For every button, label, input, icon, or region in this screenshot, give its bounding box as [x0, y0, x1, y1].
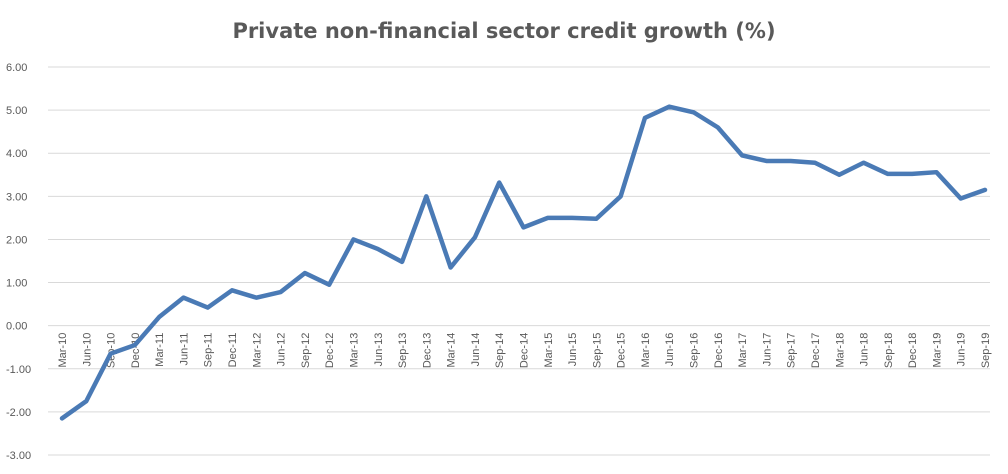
x-tick-label: Jun-14 — [470, 333, 482, 367]
y-tick-label: -2.00 — [6, 407, 31, 419]
x-tick-label: Mar-11 — [154, 333, 166, 367]
y-tick-label: 0.00 — [6, 321, 27, 333]
x-tick-label: Jun-17 — [761, 333, 773, 367]
x-tick-label: Dec-11 — [227, 333, 239, 368]
x-tick-label: Jun-19 — [956, 333, 968, 367]
x-tick-label: Jun-13 — [373, 333, 385, 367]
chart-title: Private non-financial sector credit grow… — [232, 19, 775, 43]
x-tick-label: Mar-13 — [348, 333, 360, 368]
x-tick-label: Sep-19 — [980, 333, 992, 368]
x-tick-label: Jun-11 — [178, 333, 190, 366]
x-tick-label: Dec-14 — [519, 333, 531, 368]
x-tick-label: Sep-16 — [689, 333, 701, 368]
x-tick-label: Mar-17 — [737, 333, 749, 368]
x-tick-label: Jun-12 — [276, 333, 288, 367]
x-tick-label: Mar-18 — [834, 333, 846, 368]
x-tick-label: Jun-16 — [664, 333, 676, 367]
x-tick-label: Sep-18 — [883, 333, 895, 368]
x-tick-label: Jun-15 — [567, 333, 579, 367]
x-axis: Mar-10 Jun-10 Sep-10 Dec-10 Mar-11 Jun-11 Sep-… — [57, 333, 992, 368]
x-tick-label: Mar-10 — [57, 333, 69, 368]
x-tick-label: Mar-12 — [251, 333, 263, 368]
y-tick-label: -1.00 — [6, 364, 31, 376]
y-tick-label: -3.00 — [6, 450, 31, 462]
y-axis: 6.00 5.00 4.00 3.00 2.00 1.00 0.00 -1.00 -2.00 -3… — [6, 62, 31, 462]
x-tick-label: Sep-17 — [786, 333, 798, 368]
x-tick-label: Sep-14 — [494, 333, 506, 368]
y-tick-label: 4.00 — [6, 148, 27, 160]
y-tick-label: 5.00 — [6, 105, 27, 117]
x-tick-label: Jun-10 — [81, 333, 93, 367]
x-tick-label: Mar-16 — [640, 333, 652, 368]
x-tick-label: Dec-13 — [421, 333, 433, 368]
x-tick-label: Mar-19 — [931, 333, 943, 368]
gridlines — [48, 66, 990, 456]
series — [59, 104, 988, 421]
y-tick-label: 6.00 — [6, 62, 27, 74]
x-tick-label: Jun-18 — [859, 333, 871, 367]
x-tick-label: Dec-12 — [324, 333, 336, 368]
x-tick-label: Dec-18 — [907, 333, 919, 368]
x-tick-label: Mar-14 — [446, 333, 458, 368]
y-tick-label: 1.00 — [6, 278, 27, 290]
x-tick-label: Dec-17 — [810, 333, 822, 368]
x-tick-label: Sep-15 — [591, 333, 603, 368]
x-tick-label: Sep-12 — [300, 333, 312, 368]
x-tick-label: Mar-15 — [543, 333, 555, 368]
y-tick-label: 3.00 — [6, 191, 27, 203]
x-tick-label: Dec-15 — [616, 333, 628, 368]
x-tick-label: Dec-16 — [713, 333, 725, 368]
x-tick-label: Sep-13 — [397, 333, 409, 368]
x-tick-label: Sep-11 — [203, 333, 215, 368]
y-tick-label: 2.00 — [6, 234, 27, 246]
